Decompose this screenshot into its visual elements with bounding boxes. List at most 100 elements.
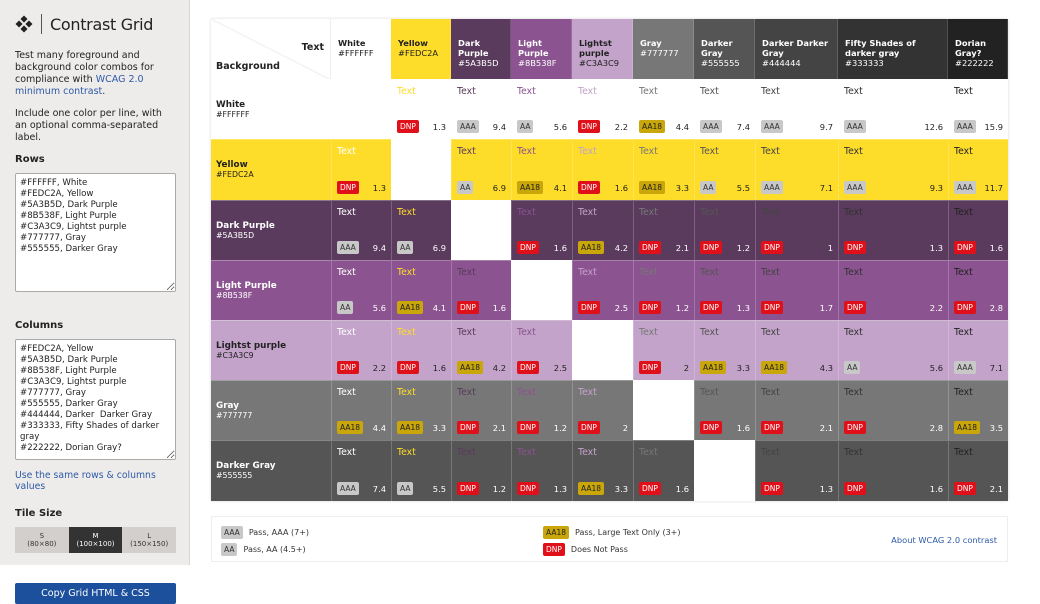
wcag-link[interactable]: WCAG 2.0 minimum contrast (15, 74, 144, 97)
tile-size-s[interactable]: S (80×80) (15, 527, 69, 553)
row-header: Darker Gray #555555 (211, 440, 331, 501)
grid-cell: Text DNP 1.2 (694, 199, 755, 260)
sample-text: Text (517, 86, 536, 98)
rows-input[interactable]: #FFFFFF, White #FEDC2A, Yellow #5A3B5D, … (15, 173, 176, 292)
grid-cell: Text DNP 1 (755, 199, 838, 260)
grid-cell: Text AAA 9.4 (331, 199, 391, 260)
rows-label: Rows (15, 154, 45, 165)
grid-cell: Text DNP 1.6 (572, 139, 633, 200)
contrast-ratio: 2.1 (819, 423, 833, 434)
contrast-ratio: 1.6 (492, 302, 506, 313)
contrast-ratio: 1.2 (553, 423, 567, 434)
grid-cell: Text AAA 11.7 (948, 139, 1008, 200)
row-hex: #FFFFFF (216, 110, 250, 120)
grid-cell: Text AAA 7.4 (331, 440, 391, 501)
sample-text: Text (517, 146, 536, 158)
sidebar: Contrast Grid Test many foreground and b… (0, 0, 190, 604)
grid-cell: Text DNP 2 (633, 319, 694, 381)
contrast-ratio: 1.2 (736, 242, 750, 253)
sample-text: Text (578, 146, 597, 158)
grid-cell: Text DNP 1.3 (838, 199, 948, 260)
grid-cell: Text DNP 2.1 (755, 380, 838, 441)
rating-badge: DNP (761, 481, 783, 495)
rating-badge: DNP (844, 300, 866, 314)
sample-text: Text (337, 266, 356, 278)
contrast-ratio: 3.3 (614, 483, 628, 494)
rating-badge: DNP (517, 481, 539, 495)
legend-item-aaa: AAA Pass, AAA (7+) (221, 526, 309, 539)
grid-cell: Text DNP 2.8 (948, 259, 1008, 320)
sample-text: Text (578, 447, 597, 459)
legend-text: Pass, Large Text Only (3+) (575, 528, 681, 537)
rating-badge: DNP (578, 300, 600, 314)
grid-cell: Text AA18 4.1 (391, 259, 451, 320)
column-header: Darker Darker Gray #444444 (755, 19, 838, 80)
aaa-badge: AAA (221, 526, 243, 539)
sample-text: Text (397, 447, 416, 459)
contrast-ratio: 4.1 (553, 182, 567, 193)
tile-size-l[interactable]: L (150×150) (122, 527, 177, 553)
sample-text: Text (844, 447, 863, 459)
grid-cell: Text DNP 2.5 (511, 319, 572, 381)
contrast-ratio: 6.9 (492, 182, 506, 193)
column-hex: #8B538F (518, 58, 557, 68)
grid-cell: Text AAA 7.1 (755, 139, 838, 200)
legend-text: Pass, AA (4.5+) (243, 545, 306, 554)
rating-badge: AA (457, 180, 474, 194)
contrast-ratio: 2.2 (614, 122, 628, 133)
sample-text: Text (761, 206, 780, 218)
app-title: Contrast Grid (50, 14, 154, 34)
row-name: Darker Gray (216, 461, 276, 472)
sample-text: Text (337, 447, 356, 459)
sample-text: Text (639, 146, 658, 158)
sample-text: Text (457, 447, 476, 459)
sample-text: Text (578, 206, 597, 218)
rating-badge: DNP (457, 300, 479, 314)
sample-text: Text (397, 326, 416, 338)
copy-grid-button[interactable]: Copy Grid HTML & CSS (15, 583, 176, 604)
contrast-ratio: 1.6 (989, 242, 1003, 253)
intro-end: . (102, 86, 106, 97)
grid-cell: Text DNP 1.6 (451, 259, 511, 320)
about-wcag-link[interactable]: About WCAG 2.0 contrast (891, 535, 997, 545)
contrast-ratio: 2.5 (614, 302, 628, 313)
columns-input[interactable]: #FEDC2A, Yellow #5A3B5D, Dark Purple #8B… (15, 339, 176, 460)
grid-cell: Text DNP 1.3 (391, 79, 451, 140)
column-header: White #FFFFFF (331, 19, 391, 80)
sample-text: Text (517, 206, 536, 218)
contrast-ratio: 2.1 (675, 242, 689, 253)
contrast-ratio: 5.5 (736, 182, 750, 193)
contrast-ratio: 1.3 (432, 122, 446, 133)
contrast-ratio: 4.4 (675, 122, 689, 133)
row-hex: #FEDC2A (216, 170, 254, 180)
grid-cell: Text DNP 2.2 (331, 319, 391, 381)
grid-cell: Text DNP 1.3 (331, 139, 391, 200)
dnp-badge: DNP (543, 543, 565, 556)
column-header: Gray #777777 (633, 19, 694, 80)
contrast-ratio: 1.6 (929, 483, 943, 494)
rating-badge: DNP (517, 240, 539, 254)
divider (41, 14, 42, 34)
column-header: Fifty Shades of darker gray #333333 (838, 19, 948, 80)
contrast-ratio: 2.2 (372, 363, 386, 374)
rating-badge: DNP (761, 300, 783, 314)
contrast-ratio: 5.6 (553, 122, 567, 133)
rating-badge: AA18 (578, 240, 605, 254)
grid-cell: Text AAA 9.3 (838, 139, 948, 200)
rating-badge: DNP (639, 240, 661, 254)
tile-size-m[interactable]: M (100×100) (68, 527, 123, 553)
contrast-ratio: 7.1 (989, 363, 1003, 374)
contrast-ratio: 9.4 (372, 242, 386, 253)
grid-cell: Text DNP 2 (572, 380, 633, 441)
rating-badge: DNP (639, 300, 661, 314)
legend: AAA Pass, AAA (7+) AA Pass, AA (4.5+) AA18… (211, 516, 1008, 562)
row-name: White (216, 100, 246, 111)
contrast-ratio: 2.5 (553, 363, 567, 374)
sample-text: Text (639, 86, 658, 98)
row-hex: #8B538F (216, 290, 253, 300)
use-same-values-link[interactable]: Use the same rows & columns values (15, 470, 156, 492)
grid-cell: Text DNP 1.6 (391, 319, 451, 381)
contrast-ratio: 15.9 (984, 122, 1003, 133)
row-name: Gray (216, 401, 239, 412)
sample-text: Text (844, 387, 863, 399)
